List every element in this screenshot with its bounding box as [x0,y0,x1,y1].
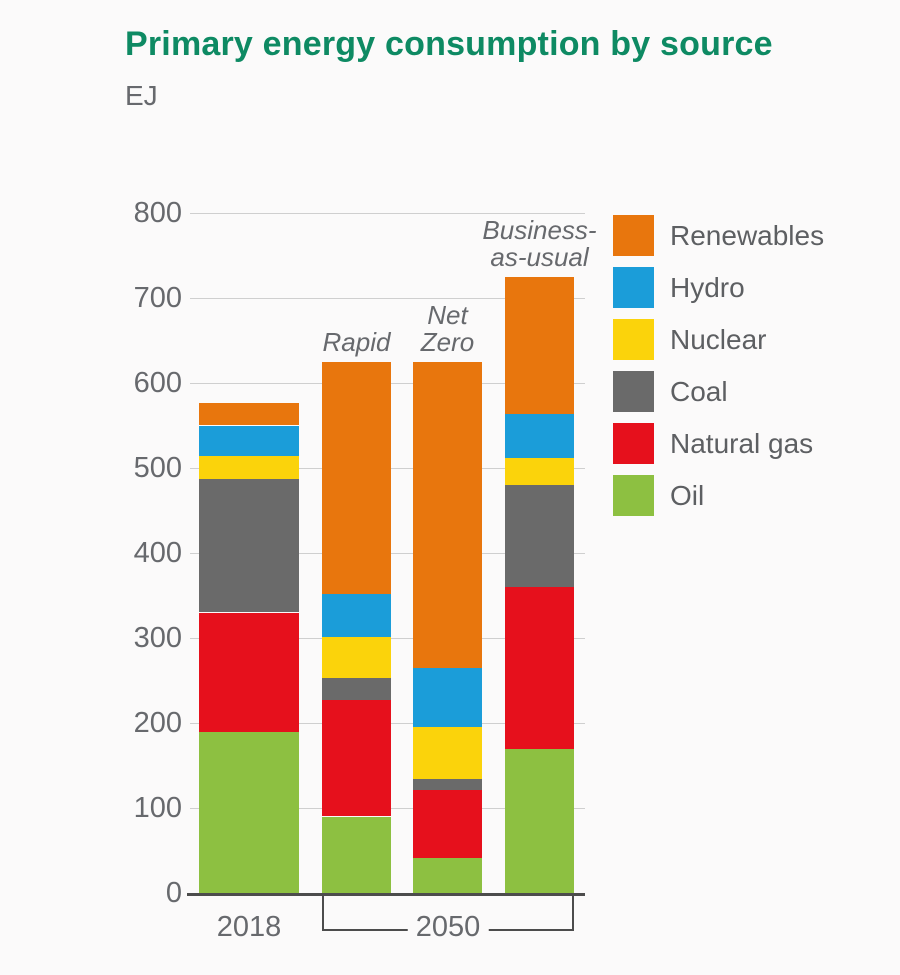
bar-segment-2018-renewables [199,403,299,426]
bar-segment-net-zero-renewables [413,361,482,668]
bar-annotation-2: Net Zero [420,299,475,357]
bar-segment-rapid-renewables [322,361,391,594]
y-axis-label-400: 400 [133,537,182,569]
legend-swatch-nuclear [613,319,654,360]
unit-label: EJ [125,80,158,111]
y-axis-label-200: 200 [133,707,182,739]
bar-segment-rapid-natural-gas [322,700,391,817]
bracket-left-tick [322,894,324,931]
chart-title: Primary energy consumption by source [125,25,773,63]
bar-segment-business-as-usual-nuclear [505,457,574,485]
bar-segment-business-as-usual-oil [505,748,574,893]
legend-label-nuclear: Nuclear [670,324,767,355]
bar-segment-business-as-usual-coal [505,485,574,587]
gridline-700 [190,298,585,299]
x-axis-line [187,893,585,896]
x-axis-label-0: 2018 [216,911,282,943]
bar-annotation-1: Rapid [322,326,391,357]
bar-segment-2018-nuclear [199,456,299,480]
y-axis-label-700: 700 [133,282,182,314]
bar-segment-rapid-nuclear [322,637,391,678]
legend-swatch-renewables [613,215,654,256]
bar-segment-net-zero-oil [413,858,482,893]
y-axis-label-100: 100 [133,792,182,824]
bar-segment-business-as-usual-renewables [505,276,574,414]
y-axis-label-500: 500 [133,452,182,484]
y-axis-label-800: 800 [133,197,182,229]
y-axis-label-300: 300 [133,622,182,654]
gridline-800 [190,213,585,214]
legend-swatch-hydro [613,267,654,308]
legend-label-coal: Coal [670,376,728,407]
y-axis-label-0: 0 [165,877,182,909]
bar-segment-business-as-usual-natural-gas [505,587,574,749]
bar-segment-net-zero-nuclear [413,727,482,780]
legend-label-renewables: Renewables [670,220,825,251]
bar-segment-2018-coal [199,479,299,613]
x-axis-label-1: 2050 [407,912,489,942]
y-axis-label-600: 600 [133,367,182,399]
legend-swatch-natural-gas [613,423,654,464]
bracket-right-tick [572,894,574,931]
bar-annotation-3: Business- as-usual [482,214,597,272]
bar-segment-rapid-hydro [322,593,391,638]
bar-segment-2018-oil [199,731,299,893]
bar-segment-business-as-usual-hydro [505,413,574,458]
bar-segment-net-zero-hydro [413,667,482,728]
bar-segment-rapid-oil [322,816,391,893]
legend-label-oil: Oil [670,480,705,511]
bar-segment-2018-hydro [199,425,299,457]
legend-label-hydro: Hydro [670,272,745,303]
bar-segment-2018-natural-gas [199,612,299,732]
bar-segment-net-zero-coal [413,779,482,791]
bar-segment-rapid-coal [322,677,391,701]
legend-label-natural-gas: Natural gas [670,428,814,459]
legend-swatch-coal [613,371,654,412]
legend-swatch-oil [613,475,654,516]
bar-segment-net-zero-natural-gas [413,790,482,859]
